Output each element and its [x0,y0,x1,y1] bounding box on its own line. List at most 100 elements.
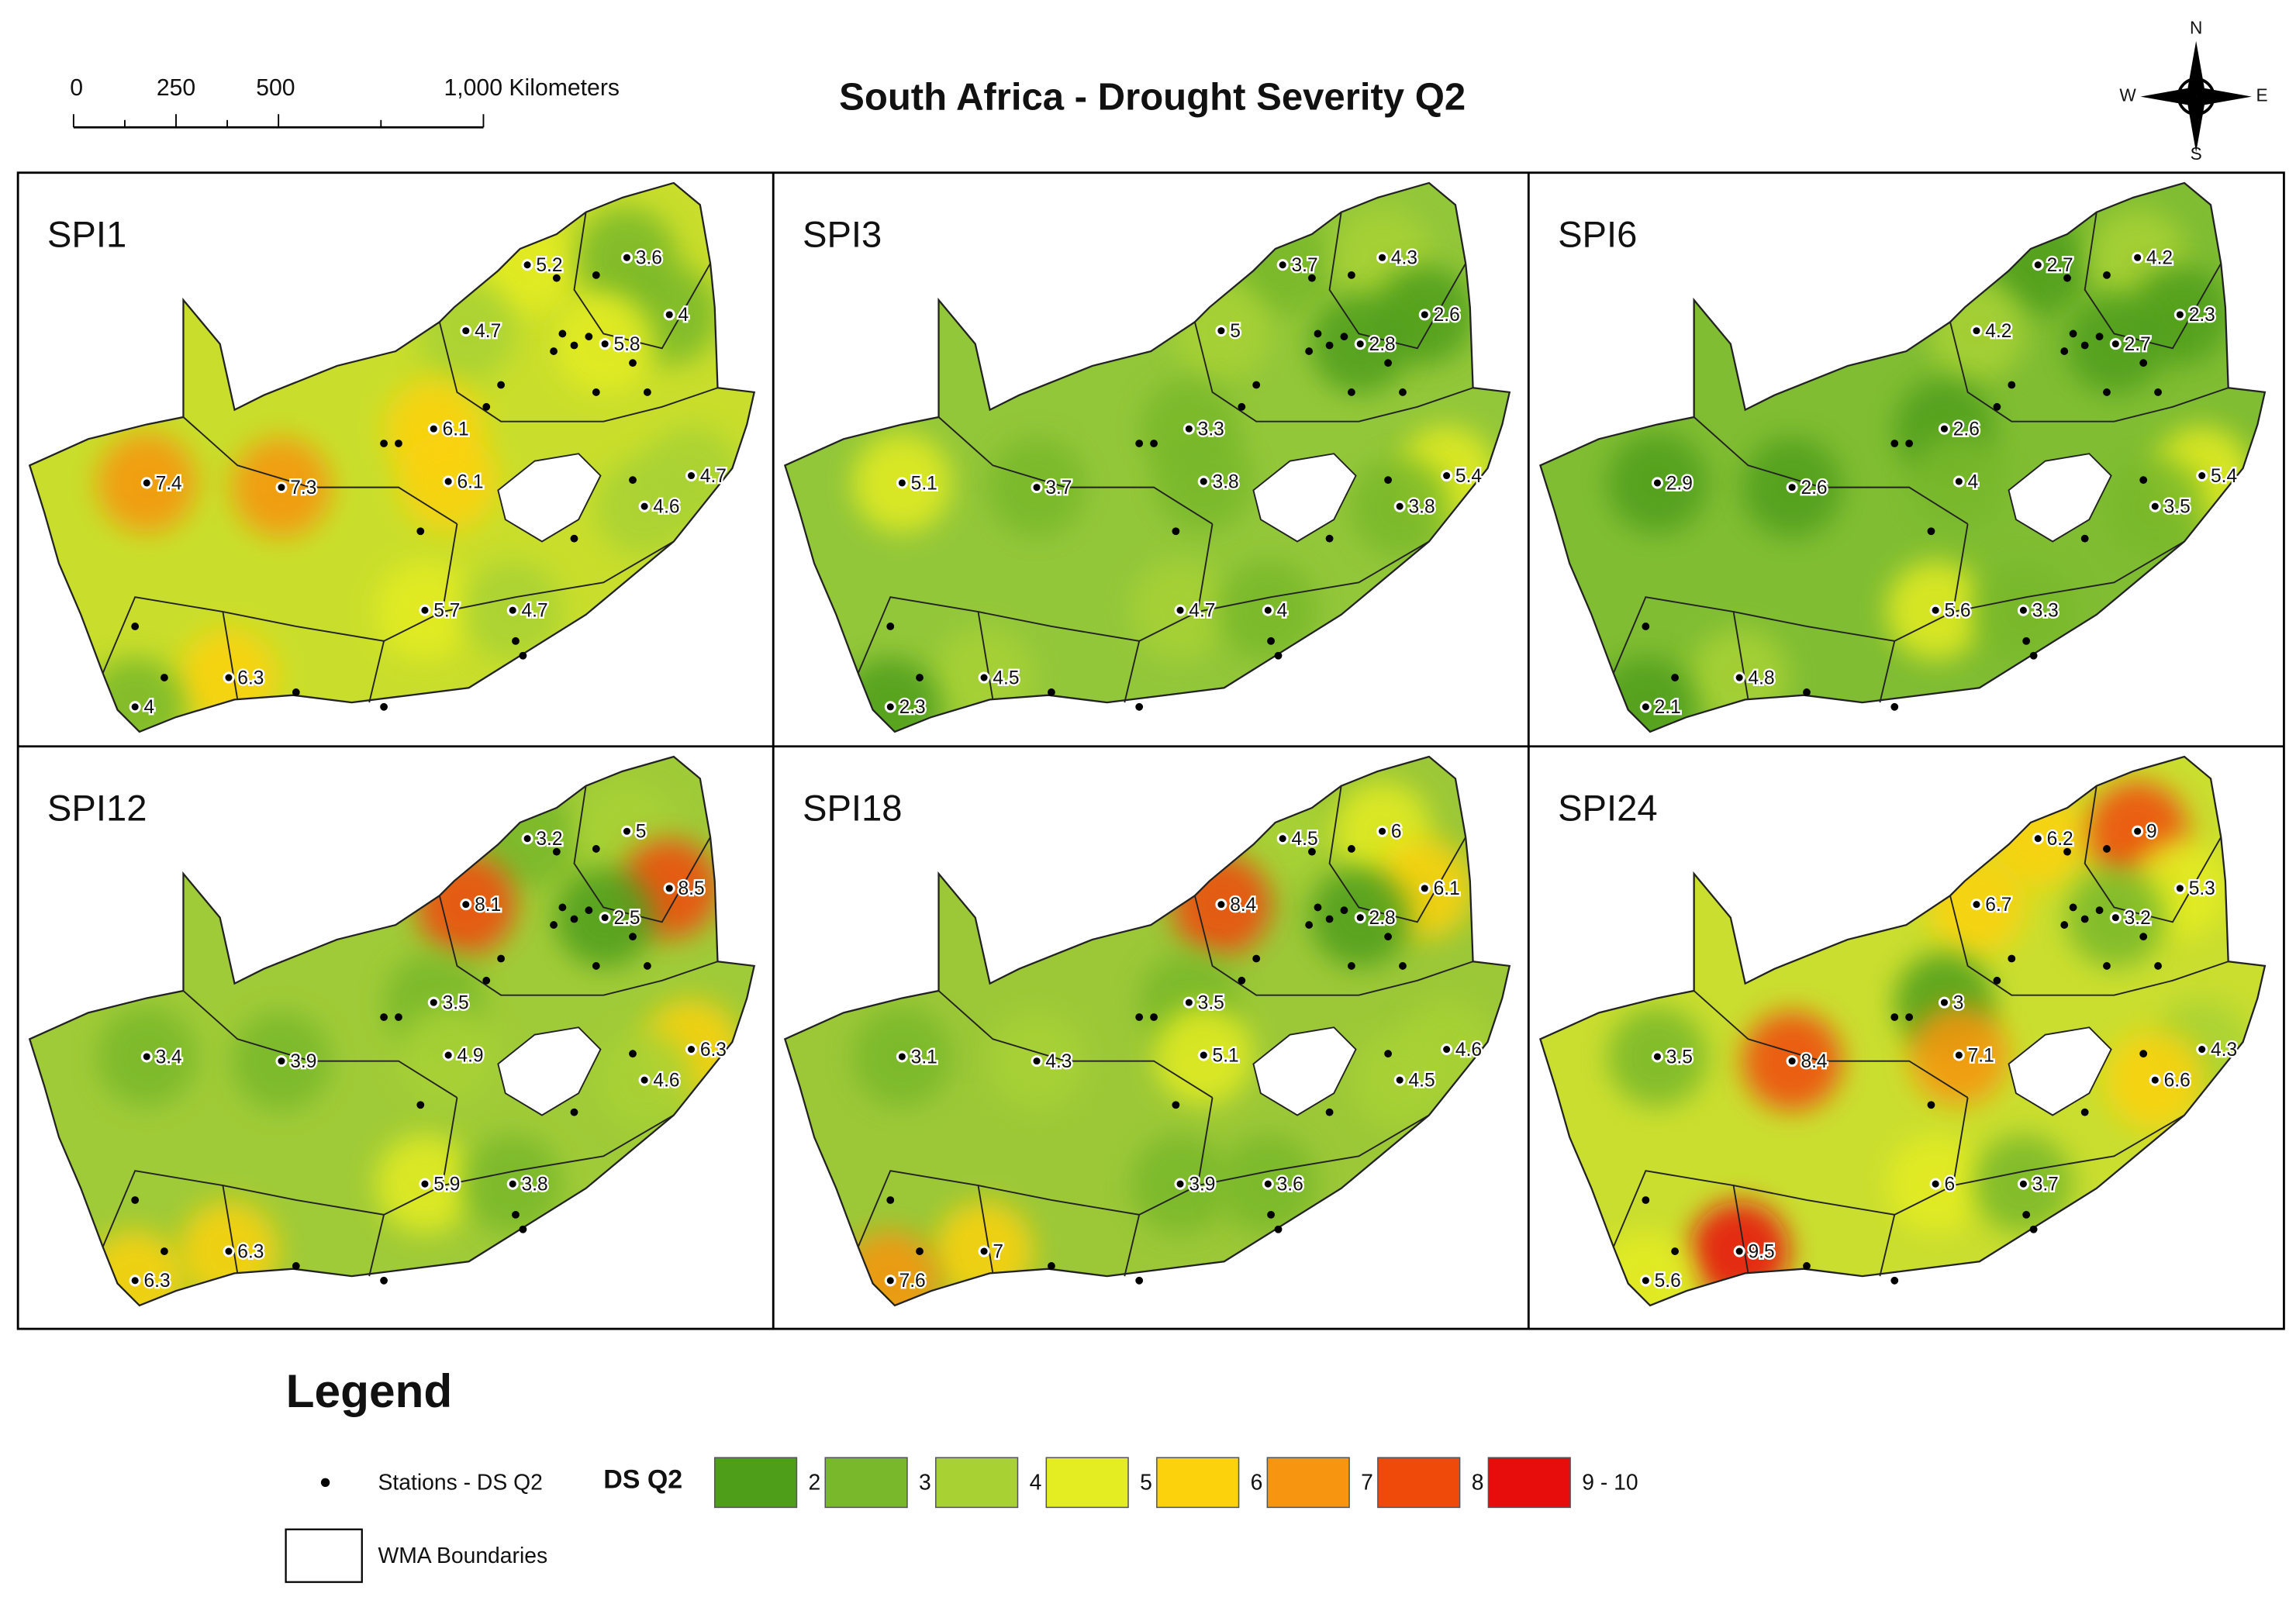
station-dot [1955,478,1963,485]
station-dot [1305,347,1314,355]
wma-boundary [1949,322,2229,423]
station-dot [980,1247,988,1255]
station-dot [519,1225,527,1233]
station-value: 4.6 [653,497,679,518]
station-dot [2063,847,2071,856]
station-dot [552,274,561,282]
station-dot [2060,921,2069,929]
wma-boundary [442,1114,675,1187]
station-dot [1927,1101,1935,1109]
station-value: 5 [636,822,647,843]
station-dot [592,845,600,853]
station-value: 4.5 [993,667,1019,688]
wma-boundary [573,785,711,923]
station-dot [1735,1247,1743,1255]
country-outline [1539,755,2267,1307]
station-dot [2022,1210,2031,1219]
legend-swatch [935,1457,1019,1509]
wma-boundary [2084,785,2222,923]
station-dot [1927,527,1935,536]
station-dot [1047,1262,1055,1270]
station-value: 5.9 [433,1175,460,1195]
station-dot [1200,1051,1207,1059]
station-value: 3.8 [1213,471,1239,492]
legend-station-dot [320,1478,330,1487]
station-value: 2.3 [2189,305,2215,326]
station-value: 4.7 [1189,601,1215,622]
scale-label: 0 [70,75,83,101]
station-dot [643,962,651,970]
station-dot [512,636,520,645]
legend-stations: Stations - DS Q2 [378,1470,543,1495]
wma-boundary [1879,640,1896,703]
station-dot [1347,845,1355,853]
station-dot [886,1277,894,1285]
panel-title: SPI1 [47,214,126,255]
station-dot [1993,976,2001,985]
station-dot [1340,333,1348,341]
wma-boundary [937,990,1214,1099]
station-dot [1135,1013,1144,1021]
station-value: 3.2 [2125,908,2151,929]
station-dot [1279,261,1286,269]
station-value: 7 [993,1241,1003,1262]
station-dot [1890,1013,1899,1021]
station-dot [1274,651,1283,660]
wma-boundary [368,640,385,703]
panel-title: SPI12 [47,788,147,829]
station-dot [2022,636,2031,645]
station-dot [131,1196,140,1204]
station-dot [1788,1057,1796,1065]
legend-swatch [1266,1457,1350,1509]
station-dot [2008,954,2016,963]
station-dot [1172,527,1180,536]
station-dot [2019,1180,2027,1188]
scale-bar: 0 250 500 1,000 Kilometers [70,75,620,129]
station-dot [2060,347,2069,355]
station-dot [2095,906,2104,915]
station-dot [1252,381,1261,389]
station-value: 2.7 [2125,334,2151,355]
station-dot [1642,703,1649,711]
legend: Legend Stations - DS Q2 DS Q2 WMA Bounda… [285,1364,1638,1583]
station-dot [1973,327,1980,335]
station-value: 3.9 [1189,1175,1215,1195]
station-value: 5.2 [536,255,562,276]
station-dot [509,1180,516,1188]
station-dot [2139,1050,2148,1058]
station-dot [444,1051,452,1059]
station-dot [1443,1046,1451,1054]
wma-boundary [573,212,711,350]
station-dot [1905,1013,1914,1021]
station-value: 5.4 [2211,466,2237,487]
station-value: 6.3 [143,1271,170,1292]
station-dot [1788,484,1796,492]
station-dot [2095,333,2104,341]
lesotho [497,1026,602,1116]
station-value: 3.3 [1198,419,1224,440]
station-value: 4 [1968,471,1979,492]
station-dot [1267,1210,1275,1219]
station-dot [1308,847,1316,856]
station-value: 5 [1230,321,1241,342]
station-dot [1379,254,1386,261]
station-dot [2198,471,2206,480]
station-dot [1314,903,1322,912]
panel-title: SPI3 [803,214,882,255]
lesotho [1252,453,1357,543]
station-dot [1384,476,1393,485]
legend-field: DS Q2 [603,1464,682,1494]
compass-n: N [2190,18,2202,38]
station-dot [1172,1101,1180,1109]
station-dot [2103,271,2111,279]
station-dot [1340,906,1348,915]
wma-boundary [368,1214,385,1277]
wma-boundary [438,895,718,996]
station-dot [1396,502,1403,510]
panel-frame [16,171,2285,1330]
station-dot [1384,1050,1393,1058]
station-dot [497,954,506,963]
map-panel: 2.7 4.2 4.2 2.3 2.7 2.6 2.9 2.6 4 5.4 3.5 5.6 3.3 4.8… [1539,181,2267,733]
station-dot [1267,636,1275,645]
station-dot [2176,885,2184,892]
